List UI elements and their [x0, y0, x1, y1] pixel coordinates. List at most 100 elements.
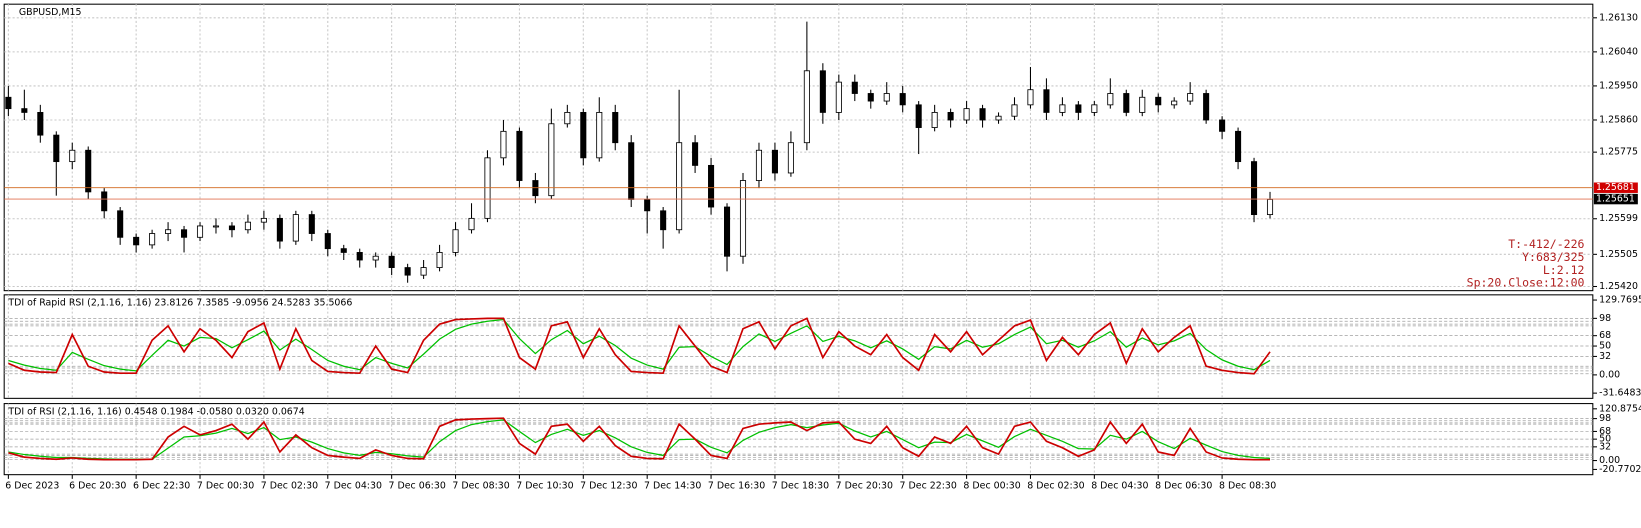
candle-body — [755, 149, 763, 181]
x-tick-label: 7 Dec 16:30 — [708, 481, 765, 492]
x-tick-label: 6 Dec 20:30 — [69, 481, 126, 492]
y-tick-label: 98 — [1599, 313, 1611, 324]
candle-body — [196, 225, 204, 238]
candle-body — [37, 111, 44, 136]
bid-label: 1.25651 — [1596, 194, 1635, 205]
candle-body — [708, 164, 715, 208]
y-tick-label: -20.7702 — [1599, 464, 1641, 475]
candle-body — [1187, 93, 1194, 102]
panel-title: TDI of Rapid RSI (2,1.16, 1.16) 23.8126 … — [7, 298, 352, 309]
x-tick-label: 7 Dec 22:30 — [900, 481, 957, 492]
candle-body — [308, 214, 315, 234]
candle-body — [1123, 93, 1130, 113]
x-tick-label: 8 Dec 00:30 — [963, 481, 1020, 492]
panel-frame — [3, 294, 1594, 399]
candle-body — [260, 217, 267, 223]
candle-body — [564, 111, 571, 125]
y-tick-label: 50 — [1599, 341, 1611, 352]
candle-body — [803, 70, 810, 144]
y-tick-label: 120.8754 — [1599, 403, 1641, 414]
y-tick-label: 1.25950 — [1599, 80, 1638, 91]
candle-body — [292, 214, 299, 242]
indicator-line — [8, 317, 1271, 375]
candle-body — [372, 255, 379, 261]
candle-body — [1266, 199, 1274, 216]
candle-body — [771, 149, 778, 174]
candle-body — [1203, 93, 1210, 121]
candle-body — [133, 236, 140, 246]
candle-body — [212, 225, 220, 228]
candle-body — [244, 221, 251, 231]
candle-body — [612, 111, 619, 144]
x-tick-label: 8 Dec 04:30 — [1091, 481, 1148, 492]
candle-body — [1171, 100, 1178, 106]
candle-body — [1043, 89, 1050, 113]
indicator-line — [8, 417, 1271, 461]
y-tick-label: 1.26130 — [1599, 12, 1638, 23]
x-tick-label: 7 Dec 00:30 — [197, 481, 254, 492]
y-tick-label: 0.00 — [1599, 369, 1620, 380]
candle-body — [181, 229, 188, 238]
candle-body — [85, 149, 92, 193]
candle-body — [69, 149, 76, 163]
candle-body — [1059, 104, 1066, 113]
candle-body — [915, 104, 922, 128]
candle-body — [676, 142, 683, 231]
y-tick-label: 32 — [1599, 441, 1611, 452]
candle-body — [995, 115, 1002, 121]
y-tick-label: 1.26040 — [1599, 46, 1638, 57]
candle-body — [324, 233, 331, 250]
candle-body — [1011, 104, 1018, 117]
x-tick-label: 6 Dec 2023 — [5, 481, 59, 492]
candle-body — [1219, 119, 1226, 132]
y-tick-label: -31.6483 — [1599, 388, 1641, 399]
candle-body — [851, 81, 858, 94]
candle-body — [979, 108, 986, 121]
candle-body — [228, 225, 235, 231]
candle-body — [1107, 93, 1114, 106]
y-tick-label: 68 — [1599, 330, 1611, 341]
x-tick-label: 7 Dec 18:30 — [772, 481, 829, 492]
panel-title: TDI of RSI (2,1.16, 1.16) 0.4548 0.1984 … — [7, 406, 304, 417]
candle-body — [867, 93, 874, 102]
info-text: Y:683/325 — [1522, 250, 1584, 264]
candle-body — [516, 130, 523, 181]
x-tick-label: 7 Dec 08:30 — [452, 481, 509, 492]
candle-body — [117, 210, 124, 238]
candle-body — [787, 142, 794, 174]
candle-body — [1027, 89, 1034, 106]
info-text: Sp:20.Close:12:00 — [1467, 276, 1585, 290]
y-tick-label: 1.25599 — [1599, 213, 1638, 224]
x-tick-label: 7 Dec 12:30 — [580, 481, 637, 492]
candle-body — [1075, 104, 1082, 113]
panel-title: GBPUSD,M15 — [19, 7, 82, 18]
y-tick-label: 129.7695 — [1599, 295, 1641, 306]
y-tick-label: 98 — [1599, 413, 1611, 424]
candle-body — [5, 96, 12, 110]
candle-body — [644, 199, 651, 212]
candle-body — [101, 191, 108, 212]
candle-body — [340, 248, 347, 253]
candle-body — [963, 108, 970, 121]
y-tick-label: 50 — [1599, 434, 1611, 445]
candle-body — [947, 111, 954, 121]
candle-body — [276, 217, 283, 242]
x-tick-label: 7 Dec 20:30 — [836, 481, 893, 492]
candle-body — [21, 108, 28, 113]
y-tick-label: 68 — [1599, 426, 1611, 437]
candle-body — [819, 70, 826, 113]
x-tick-label: 7 Dec 02:30 — [261, 481, 318, 492]
candle-body — [1139, 96, 1146, 113]
candle-body — [420, 267, 427, 276]
candle-body — [883, 93, 890, 102]
x-tick-label: 8 Dec 06:30 — [1155, 481, 1212, 492]
candle-body — [436, 252, 443, 268]
y-tick-label: 1.25860 — [1599, 114, 1638, 125]
candle-body — [500, 130, 507, 159]
candle-body — [388, 255, 395, 268]
candle-body — [1235, 130, 1242, 163]
candle-body — [53, 134, 60, 163]
x-tick-label: 7 Dec 14:30 — [644, 481, 701, 492]
